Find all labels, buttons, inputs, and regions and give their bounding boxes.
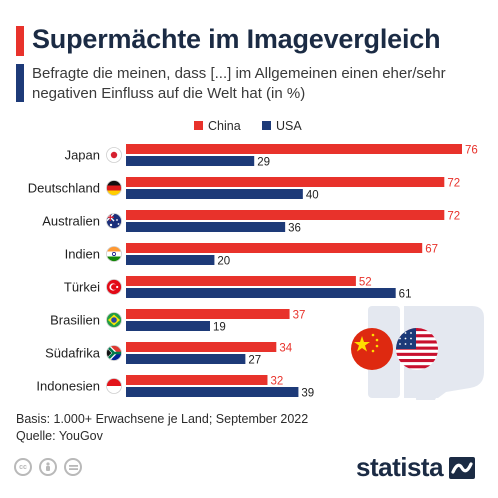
bar-usa	[126, 288, 396, 298]
thumbs-down-hand	[404, 306, 484, 398]
data-label-china: 52	[359, 277, 372, 289]
category-label: Deutschland	[28, 181, 100, 196]
legend-label-china: China	[208, 119, 241, 133]
category-label: Indien	[65, 247, 100, 262]
chart-legend: China USA	[194, 119, 302, 133]
data-label-usa: 39	[301, 388, 314, 400]
bar-china	[126, 276, 356, 286]
legend-swatch-china	[194, 121, 203, 130]
bar-china	[126, 210, 445, 220]
footer-source: Quelle: YouGov	[16, 429, 103, 443]
usa-flag-icon	[396, 328, 438, 370]
footer-basis: Basis: 1.000+ Erwachsene je Land; Septem…	[16, 412, 309, 426]
legend-swatch-usa	[262, 121, 271, 130]
bar-china	[126, 144, 462, 154]
statista-logo-icon	[449, 456, 476, 479]
bar-china	[126, 342, 277, 352]
data-label-usa: 61	[399, 289, 412, 301]
turkey-flag-icon	[106, 279, 122, 295]
legend-label-usa: USA	[276, 119, 302, 133]
chart-row: Australien 72 36	[42, 210, 460, 235]
thumbs-down-thumb	[416, 398, 436, 400]
bar-usa	[126, 387, 299, 397]
data-label-china: 34	[279, 343, 292, 355]
south-africa-flag-icon	[106, 345, 122, 361]
category-label: Südafrika	[45, 346, 101, 361]
bar-china	[126, 375, 268, 385]
india-flag-icon	[106, 246, 122, 262]
australia-flag-icon	[106, 213, 122, 229]
chart-row: Türkei 52 61	[64, 276, 412, 301]
data-label-usa: 36	[288, 223, 301, 235]
subtitle-accent-navy	[16, 64, 24, 102]
no-derivatives-icon[interactable]	[64, 458, 82, 476]
statista-brand[interactable]: statista	[356, 452, 476, 483]
bar-chart: China USA Japan 76 29 Deutschland 72 40 Australi…	[28, 119, 484, 400]
data-label-china: 72	[447, 178, 460, 190]
category-label: Brasilien	[50, 313, 100, 328]
category-label: Japan	[65, 148, 100, 163]
chart-title: Supermächte im Imagevergleich	[32, 24, 441, 54]
data-label-china: 76	[465, 145, 478, 157]
germany-flag-icon	[106, 180, 122, 196]
data-label-china: 32	[270, 376, 283, 388]
data-label-china: 67	[425, 244, 438, 256]
data-label-usa: 40	[306, 190, 319, 202]
bar-usa	[126, 321, 210, 331]
chart-row: Südafrika 34 27	[45, 342, 293, 367]
bar-china	[126, 309, 290, 319]
title-accent-red	[16, 26, 24, 56]
category-label: Türkei	[64, 280, 100, 295]
creative-commons-icon[interactable]: cc	[14, 458, 32, 476]
bar-usa	[126, 222, 286, 232]
data-label-usa: 27	[248, 355, 261, 367]
bar-usa	[126, 189, 303, 199]
data-label-usa: 29	[257, 157, 270, 169]
chart-row: Indien 67 20	[65, 243, 438, 268]
category-label: Australien	[42, 214, 100, 229]
thumbs-down-icon	[368, 306, 484, 400]
license-icons: cc	[14, 458, 82, 476]
category-label: Indonesien	[36, 379, 100, 394]
chart-row: Brasilien 37 19	[50, 309, 305, 334]
data-label-china: 72	[447, 211, 460, 223]
indonesia-flag-icon	[106, 378, 122, 394]
bar-usa	[126, 354, 246, 364]
chart-row: Japan 76 29	[65, 144, 478, 169]
brazil-flag-icon	[106, 312, 122, 328]
chart-row: Deutschland 72 40	[28, 177, 460, 202]
data-label-usa: 20	[217, 256, 230, 268]
bar-usa	[126, 156, 255, 166]
chart-subtitle: Befragte die meinen, dass [...] im Allge…	[32, 65, 446, 102]
japan-flag-icon	[106, 147, 122, 163]
bar-china	[126, 243, 423, 253]
bar-usa	[126, 255, 215, 265]
china-flag-icon	[351, 328, 393, 370]
statista-wordmark: statista	[356, 452, 444, 482]
attribution-icon[interactable]	[39, 458, 57, 476]
bar-china	[126, 177, 445, 187]
data-label-china: 37	[293, 310, 306, 322]
chart-row: Indonesien 32 39	[36, 375, 314, 400]
data-label-usa: 19	[213, 322, 226, 334]
